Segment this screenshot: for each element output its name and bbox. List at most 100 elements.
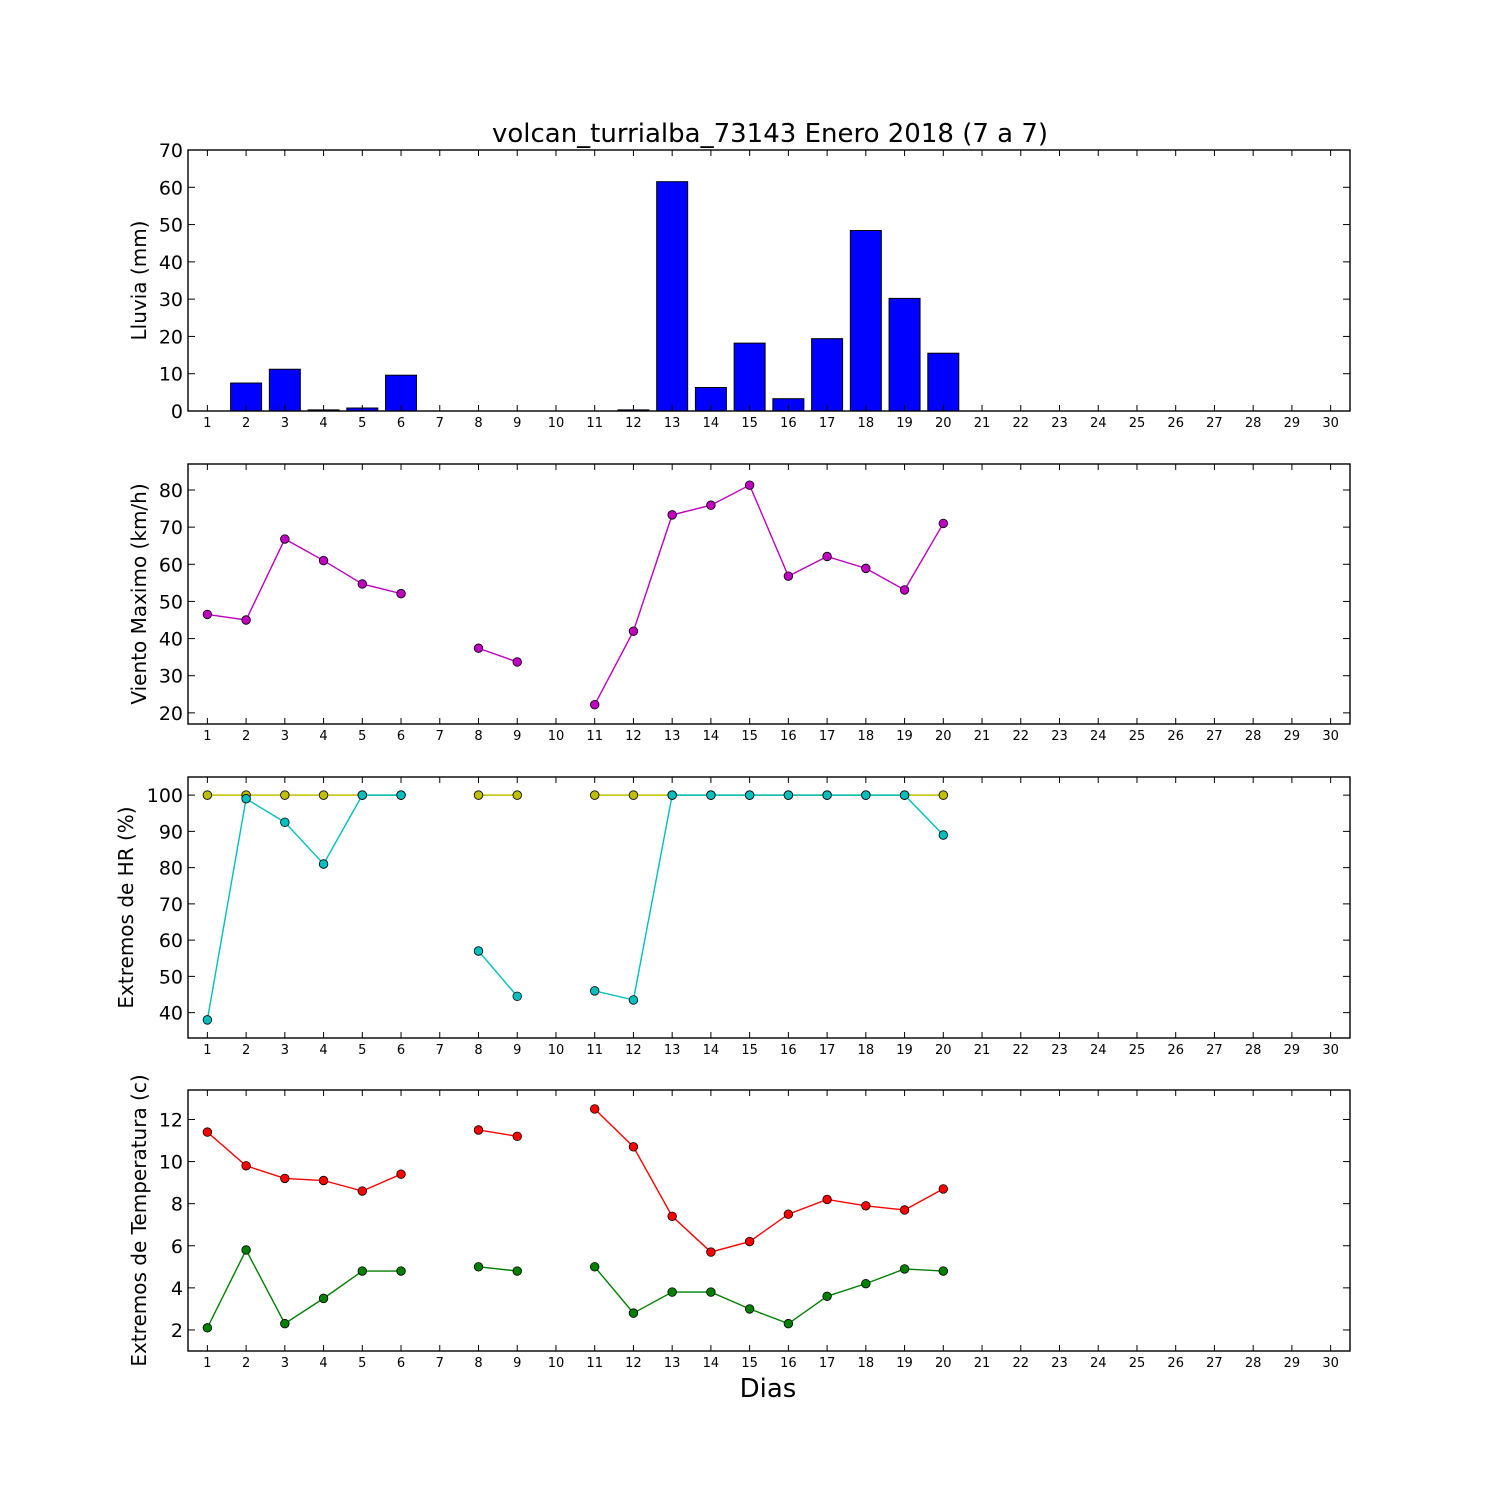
x-tick-label: 20 bbox=[935, 1356, 952, 1371]
x-tick-label: 21 bbox=[974, 416, 991, 431]
y-tick-label: 20 bbox=[159, 703, 183, 725]
x-axis-label: Dias bbox=[740, 1374, 797, 1404]
x-tick-label: 5 bbox=[358, 1356, 366, 1371]
series-1-point-day-11 bbox=[590, 1104, 600, 1114]
x-tick-label: 11 bbox=[586, 416, 603, 431]
series-2-point-day-12 bbox=[628, 1308, 639, 1318]
bar-day-18 bbox=[849, 230, 882, 412]
series-2-point-day-18 bbox=[861, 1278, 871, 1289]
x-tick-label: 21 bbox=[974, 1043, 991, 1058]
x-tick-label: 18 bbox=[858, 416, 875, 431]
x-tick-label: 7 bbox=[436, 1356, 444, 1371]
series-1-point-day-16 bbox=[783, 571, 794, 581]
panels: 1 2 3 4 5 6 7 8 9 10 11 12 13 14 15 16 17 18 19 20 21 22 23 24 2… bbox=[114, 140, 1351, 1371]
series-1-point-day-12 bbox=[628, 790, 639, 800]
x-tick-label: 3 bbox=[281, 1356, 289, 1371]
series-2-point-day-15 bbox=[744, 790, 755, 800]
x-tick-label: 30 bbox=[1322, 1043, 1339, 1058]
x-tick-label: 8 bbox=[474, 1356, 482, 1371]
x-tick-label: 25 bbox=[1129, 1356, 1146, 1371]
series-2-point-day-17 bbox=[822, 790, 832, 800]
bar-day-20 bbox=[927, 352, 960, 412]
series-2-line-segment-3 bbox=[594, 1266, 944, 1325]
x-tick-label: 9 bbox=[513, 729, 521, 744]
x-tick-label: 8 bbox=[474, 1043, 482, 1058]
series-1-point-day-8 bbox=[473, 790, 484, 800]
series-2-point-day-5 bbox=[357, 790, 368, 800]
x-tick-label: 16 bbox=[780, 729, 797, 744]
x-tick-label: 30 bbox=[1322, 729, 1339, 744]
x-tick-label: 20 bbox=[935, 1043, 952, 1058]
x-tick-label: 11 bbox=[586, 1356, 603, 1371]
bar-day-3 bbox=[268, 368, 301, 412]
x-tick-label: 19 bbox=[896, 729, 913, 744]
bar-day-13 bbox=[656, 181, 689, 412]
x-tick-label: 2 bbox=[242, 1043, 250, 1058]
series-1-line-segment-1 bbox=[207, 538, 402, 621]
x-tick-label: 25 bbox=[1129, 416, 1146, 431]
x-tick-label: 28 bbox=[1245, 1043, 1262, 1058]
x-tick-label: 12 bbox=[625, 1356, 642, 1371]
series-1-point-day-9 bbox=[512, 1131, 522, 1142]
series-2-point-day-14 bbox=[706, 790, 716, 800]
x-tick-label: 26 bbox=[1167, 1043, 1184, 1058]
x-tick-label: 25 bbox=[1129, 729, 1146, 744]
x-tick-label: 27 bbox=[1206, 1043, 1223, 1058]
x-tick-label: 30 bbox=[1322, 416, 1339, 431]
series-1-point-day-3 bbox=[280, 534, 290, 544]
series-1-point-day-5 bbox=[357, 1186, 368, 1196]
series-1-line-segment-2 bbox=[478, 647, 518, 663]
x-tick-label: 16 bbox=[780, 1043, 797, 1058]
series-2-point-day-9 bbox=[512, 991, 522, 1002]
y-tick-label: 4 bbox=[171, 1278, 183, 1300]
x-tick-label: 27 bbox=[1206, 1356, 1223, 1371]
x-tick-label: 29 bbox=[1284, 1356, 1301, 1371]
series-2-line-segment-2 bbox=[478, 1266, 518, 1272]
y-tick-label: 40 bbox=[159, 629, 183, 651]
series-1-point-day-3 bbox=[280, 1173, 290, 1184]
y-tick-label: 50 bbox=[159, 215, 183, 237]
x-tick-label: 29 bbox=[1284, 729, 1301, 744]
x-tick-label: 1 bbox=[203, 1356, 211, 1371]
x-tick-label: 10 bbox=[548, 1043, 565, 1058]
x-tick-label: 24 bbox=[1090, 1356, 1107, 1371]
x-tick-label: 19 bbox=[896, 416, 913, 431]
series-1-line-segment-3 bbox=[594, 1108, 944, 1253]
x-tick-label: 10 bbox=[548, 1356, 565, 1371]
series-1-point-day-6 bbox=[396, 588, 406, 599]
x-tick-label: 22 bbox=[1012, 1043, 1029, 1058]
y-tick-label: 60 bbox=[159, 177, 183, 199]
x-tick-label: 18 bbox=[858, 1043, 875, 1058]
series-2-point-day-20 bbox=[938, 830, 949, 840]
series-2-point-day-1 bbox=[202, 1015, 213, 1025]
x-tick-label: 26 bbox=[1167, 729, 1184, 744]
series-2-line-segment-1 bbox=[206, 794, 402, 1020]
x-tick-label: 12 bbox=[625, 1043, 642, 1058]
x-tick-label: 15 bbox=[741, 416, 758, 431]
series-2-point-day-3 bbox=[280, 1318, 290, 1329]
x-tick-label: 15 bbox=[741, 1043, 758, 1058]
x-tick-label: 23 bbox=[1051, 1356, 1068, 1371]
x-tick-label: 5 bbox=[358, 1043, 366, 1058]
x-tick-label: 28 bbox=[1245, 729, 1262, 744]
series-1-point-day-11 bbox=[590, 790, 600, 800]
series-2-point-day-4 bbox=[318, 859, 329, 869]
x-tick-label: 21 bbox=[974, 729, 991, 744]
series-1-point-day-17 bbox=[822, 551, 832, 562]
x-tick-label: 21 bbox=[974, 1356, 991, 1371]
series-2-point-day-2 bbox=[241, 1245, 251, 1255]
x-tick-label: 15 bbox=[741, 1356, 758, 1371]
x-tick-label: 4 bbox=[319, 1356, 327, 1371]
y-axis-label: Extremos de Temperatura (c) bbox=[127, 1074, 151, 1366]
series-1-point-day-12 bbox=[628, 1142, 639, 1152]
series-2-point-day-14 bbox=[706, 1287, 716, 1297]
x-tick-label: 19 bbox=[896, 1043, 913, 1058]
series-1-point-day-4 bbox=[318, 555, 329, 566]
axes-frame bbox=[187, 1089, 1351, 1352]
y-axis-label: Lluvia (mm) bbox=[127, 221, 151, 341]
x-tick-label: 7 bbox=[436, 729, 444, 744]
x-tick-label: 2 bbox=[242, 729, 250, 744]
y-tick-label: 70 bbox=[159, 140, 183, 162]
x-tick-label: 3 bbox=[281, 1043, 289, 1058]
x-tick-label: 23 bbox=[1051, 1043, 1068, 1058]
